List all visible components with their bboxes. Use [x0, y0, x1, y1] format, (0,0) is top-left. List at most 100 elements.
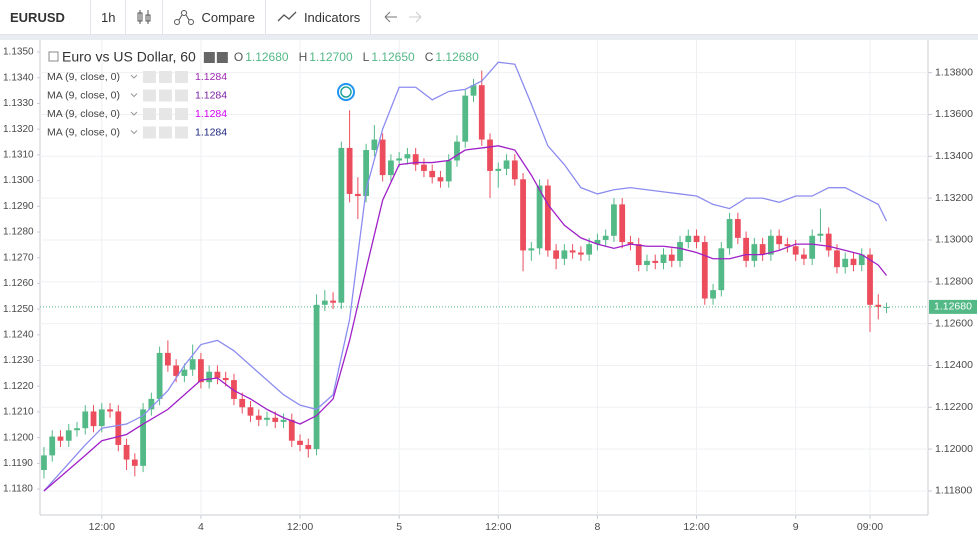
- study-button[interactable]: [175, 108, 188, 120]
- candle-body: [107, 409, 113, 412]
- y-tick-label: 1.12600: [935, 317, 973, 329]
- compare-button[interactable]: Compare: [163, 0, 266, 35]
- loading-spinner: [337, 83, 355, 101]
- y-tick-label: 1.11800: [935, 485, 972, 497]
- study-button[interactable]: [175, 126, 188, 139]
- candle-body: [677, 242, 683, 261]
- candle-body: [181, 369, 188, 376]
- candle-body: [710, 290, 716, 299]
- separator: [0, 35, 978, 40]
- y2-tick-label: 1.1180: [3, 484, 33, 495]
- candle-body: [850, 258, 857, 266]
- candle-body: [421, 164, 427, 171]
- candle-body: [321, 300, 328, 305]
- study-button[interactable]: [159, 108, 172, 120]
- x-tick-label: 12:00: [683, 521, 709, 533]
- indicators-icon: [277, 11, 297, 22]
- study-button[interactable]: [175, 89, 188, 102]
- study-dropdown: [130, 74, 138, 79]
- candle-body: [330, 300, 336, 303]
- candle-body: [140, 409, 146, 466]
- last-price-label: 1.12680: [934, 301, 972, 313]
- y-tick-label: 1.13200: [935, 192, 973, 204]
- symbol[interactable]: EURUSD: [0, 0, 91, 35]
- study-value: 1.1284: [195, 71, 227, 83]
- study-button[interactable]: [159, 89, 172, 102]
- y2-tick-label: 1.1340: [3, 72, 34, 83]
- candle-body: [825, 233, 832, 251]
- candle-body: [445, 160, 452, 182]
- candle-body: [644, 260, 650, 266]
- candle-body: [809, 235, 816, 259]
- ohlc-key: C: [425, 50, 434, 64]
- candle-body: [776, 235, 783, 245]
- candle-body: [478, 85, 485, 140]
- candle-body: [627, 242, 634, 245]
- candle-body: [511, 160, 518, 180]
- candle-body: [470, 85, 477, 96]
- study-button[interactable]: [143, 126, 156, 139]
- candle-body: [693, 235, 700, 243]
- candle-body: [487, 139, 493, 171]
- candle-body: [544, 185, 551, 251]
- ohlc-key: O: [234, 50, 243, 64]
- candle-body: [635, 244, 642, 266]
- candle-body: [594, 239, 601, 245]
- study-button[interactable]: [143, 108, 156, 120]
- candle-body: [247, 407, 254, 416]
- y-tick-label: 1.13000: [935, 234, 973, 246]
- legend-icon: [203, 52, 215, 63]
- candle-body: [867, 254, 873, 305]
- x-tick-label: 4: [198, 521, 204, 533]
- indicators-button[interactable]: Indicators: [266, 0, 372, 35]
- study-button[interactable]: [143, 89, 156, 102]
- candle-body: [288, 419, 295, 441]
- candle-body: [726, 219, 733, 249]
- study-button[interactable]: [159, 126, 172, 139]
- study-name: MA (9, close, 0): [47, 89, 120, 101]
- study-button[interactable]: [175, 71, 188, 83]
- candle-body: [743, 237, 749, 261]
- interval[interactable]: 1h: [91, 0, 127, 35]
- study-button[interactable]: [143, 71, 156, 83]
- study-name: MA (9, close, 0): [47, 71, 120, 83]
- x-tick-label: 8: [594, 521, 600, 533]
- legend-icon: [216, 52, 228, 63]
- candle-body: [354, 193, 361, 197]
- candle-body: [437, 177, 444, 182]
- candle-body: [346, 147, 353, 194]
- candle-body: [685, 235, 692, 243]
- chart-style[interactable]: [126, 0, 164, 35]
- candle-body: [231, 380, 237, 399]
- legend: Euro vs US Dollar, 60 O 1.12680 H 1.12700 L 1.…: [47, 49, 479, 139]
- candle-body: [668, 254, 675, 261]
- ma-line: [43, 145, 888, 492]
- y2-tick-label: 1.1310: [3, 150, 34, 161]
- candle-body: [131, 459, 138, 466]
- y2-tick-label: 1.1210: [3, 407, 34, 418]
- study-button[interactable]: [159, 71, 172, 83]
- x-tick-label: 12:00: [89, 521, 115, 533]
- candle-body: [404, 154, 411, 159]
- candle-body: [98, 409, 105, 427]
- candle-body: [561, 250, 568, 259]
- study-value: 1.1284: [195, 126, 227, 138]
- candle-body: [313, 304, 320, 450]
- marks: 1.12680: [40, 61, 977, 492]
- y2-tick-label: 1.1320: [3, 124, 34, 135]
- y2-tick-label: 1.1230: [3, 355, 34, 366]
- candle-body: [462, 95, 469, 142]
- candle-body: [222, 378, 229, 381]
- candle-body: [834, 250, 840, 268]
- candle-body: [619, 204, 626, 243]
- candle-body: [718, 248, 725, 291]
- candle-body: [198, 359, 204, 383]
- candle-body: [602, 235, 609, 240]
- indicators-label: Indicators: [303, 9, 361, 25]
- candle-body: [734, 219, 741, 238]
- candle-icon: [137, 10, 151, 24]
- candle-body: [65, 430, 72, 441]
- candle-body: [875, 304, 882, 307]
- y2-tick-label: 1.1280: [3, 227, 34, 238]
